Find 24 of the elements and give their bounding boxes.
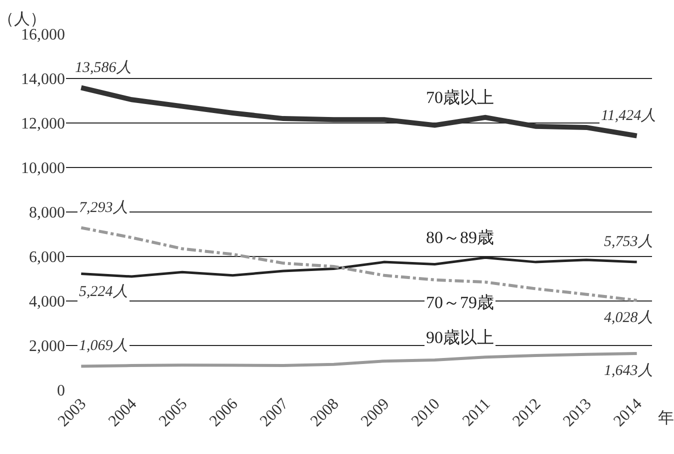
y-axis-title: （人）	[0, 11, 46, 28]
y-tick-label: 14,000	[21, 71, 65, 88]
series-label: 70歳以上	[426, 88, 494, 107]
y-tick-label: 4,000	[29, 294, 65, 311]
data-label: 5,753人	[604, 234, 653, 250]
y-tick-label: 16,000	[21, 26, 65, 44]
data-label: 5,224人	[79, 284, 128, 300]
data-label: 7,293人	[79, 200, 128, 216]
y-tick-label: 8,000	[29, 204, 65, 222]
series-label: 80～89歳	[426, 228, 494, 247]
x-tick-label: 2011	[460, 395, 494, 430]
data-label: 1,069人	[79, 338, 128, 354]
data-label: 11,424人	[601, 108, 656, 124]
y-tick-label: 2,000	[29, 338, 65, 356]
y-tick-label: 10,000	[21, 160, 65, 178]
y-tick-label: 6,000	[29, 249, 65, 266]
series-label: 70～79歳	[426, 293, 494, 312]
data-label: 4,028人	[604, 310, 653, 326]
data-label: 1,643人	[604, 363, 653, 379]
x-axis-title: 年	[658, 410, 674, 427]
series-label: 90歳以上	[426, 328, 494, 347]
y-tick-label: 0	[57, 382, 65, 400]
y-tick-label: 12,000	[21, 116, 65, 133]
data-label: 13,586人	[75, 60, 132, 76]
